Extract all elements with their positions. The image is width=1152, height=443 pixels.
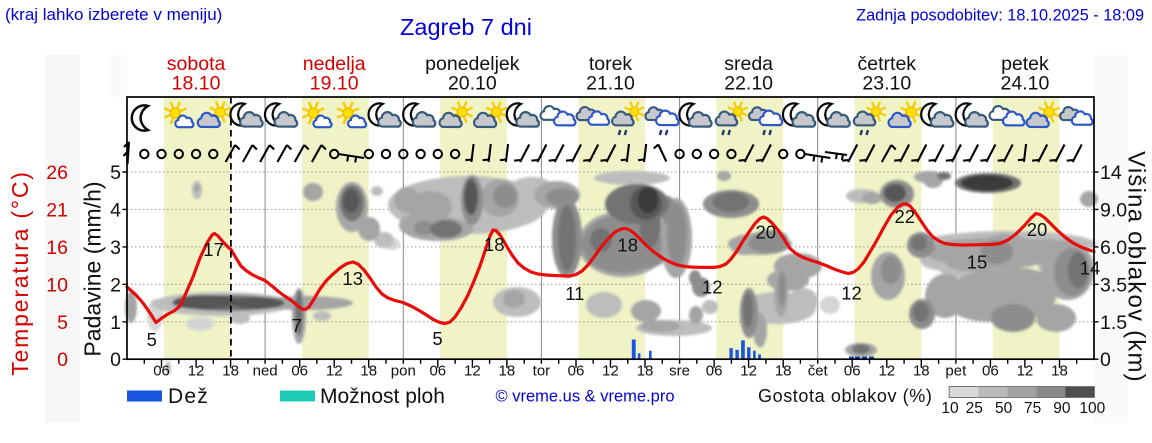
svg-text:20: 20	[1027, 219, 1048, 240]
svg-text:15: 15	[967, 252, 988, 273]
svg-text:petek: petek	[1001, 53, 1049, 75]
svg-text:12: 12	[188, 363, 205, 380]
svg-text:5: 5	[147, 329, 157, 350]
svg-text:sobota: sobota	[167, 53, 226, 75]
svg-text:18: 18	[222, 363, 239, 380]
svg-text:26: 26	[46, 162, 68, 184]
svg-text:12: 12	[841, 283, 862, 304]
svg-text:18: 18	[1051, 363, 1068, 380]
svg-text:19.10: 19.10	[310, 73, 359, 95]
svg-text:12: 12	[878, 363, 895, 380]
svg-text:Gostota oblakov (%): Gostota oblakov (%)	[758, 386, 932, 406]
svg-text:75: 75	[1024, 400, 1041, 417]
svg-text:21.10: 21.10	[586, 73, 635, 95]
svg-text:nedelja: nedelja	[303, 53, 366, 75]
svg-text:18: 18	[484, 234, 505, 255]
svg-text:pet: pet	[945, 363, 967, 380]
svg-text:3.5: 3.5	[1100, 274, 1127, 296]
svg-text:16: 16	[46, 237, 68, 259]
svg-text:(kraj lahko izberete v meniju): (kraj lahko izberete v meniju)	[5, 5, 222, 24]
svg-text:1.5: 1.5	[1100, 312, 1127, 334]
svg-text:3: 3	[110, 237, 121, 259]
svg-text:12: 12	[326, 363, 343, 380]
svg-text:14: 14	[1080, 258, 1101, 279]
svg-text:7: 7	[292, 315, 302, 336]
svg-text:čet: čet	[808, 363, 829, 380]
svg-text:2: 2	[110, 274, 121, 296]
svg-text:06: 06	[844, 363, 861, 380]
svg-text:četrtek: četrtek	[858, 53, 917, 75]
svg-text:5: 5	[110, 162, 121, 184]
svg-text:90: 90	[1053, 400, 1071, 417]
svg-text:sre: sre	[669, 363, 690, 380]
svg-text:10: 10	[941, 400, 959, 417]
svg-text:11: 11	[565, 283, 584, 304]
svg-text:0: 0	[110, 349, 121, 371]
svg-text:Višina oblakov (km): Višina oblakov (km)	[1123, 151, 1150, 383]
svg-text:06: 06	[153, 363, 170, 380]
svg-text:sreda: sreda	[724, 53, 773, 75]
svg-text:06: 06	[568, 363, 585, 380]
svg-text:© vreme.us & vreme.pro: © vreme.us & vreme.pro	[495, 388, 674, 406]
svg-text:18: 18	[637, 363, 654, 380]
svg-text:18: 18	[360, 363, 377, 380]
svg-text:Temperatura (°C): Temperatura (°C)	[7, 170, 33, 375]
svg-text:06: 06	[429, 363, 446, 380]
svg-text:13: 13	[342, 268, 363, 289]
svg-text:22.10: 22.10	[724, 73, 773, 95]
svg-text:Možnost ploh: Možnost ploh	[320, 385, 445, 408]
svg-text:20.10: 20.10	[448, 73, 497, 95]
svg-text:9.0: 9.0	[1100, 199, 1127, 221]
svg-text:06: 06	[291, 363, 308, 380]
svg-text:pon: pon	[391, 363, 416, 380]
svg-text:22: 22	[895, 206, 916, 227]
svg-text:20: 20	[756, 222, 777, 243]
svg-text:50: 50	[995, 400, 1013, 417]
svg-text:12: 12	[740, 363, 757, 380]
svg-text:06: 06	[982, 363, 999, 380]
svg-text:Zagreb 7 dni: Zagreb 7 dni	[400, 14, 532, 40]
svg-text:0: 0	[57, 349, 68, 371]
svg-text:17: 17	[203, 239, 224, 260]
svg-text:18: 18	[775, 363, 792, 380]
svg-text:tor: tor	[533, 363, 551, 380]
svg-text:12: 12	[464, 363, 481, 380]
svg-text:14: 14	[1100, 162, 1122, 184]
svg-text:Zadnja posodobitev: 18.10.2025: Zadnja posodobitev: 18.10.2025 - 18:09	[856, 7, 1144, 25]
svg-text:5: 5	[432, 328, 442, 349]
svg-text:6.0: 6.0	[1100, 237, 1127, 259]
svg-text:ned: ned	[253, 363, 278, 380]
svg-text:06: 06	[706, 363, 723, 380]
svg-text:18.10: 18.10	[172, 73, 221, 95]
svg-text:100: 100	[1079, 400, 1105, 417]
svg-text:21: 21	[46, 199, 68, 221]
svg-text:Padavine (mm/h): Padavine (mm/h)	[80, 181, 106, 356]
svg-text:4: 4	[110, 199, 121, 221]
svg-text:23.10: 23.10	[862, 73, 911, 95]
svg-text:18: 18	[499, 363, 516, 380]
svg-text:12: 12	[1017, 363, 1034, 380]
svg-text:12: 12	[602, 363, 619, 380]
svg-text:1: 1	[110, 312, 121, 334]
svg-text:18: 18	[617, 235, 638, 256]
svg-text:12: 12	[702, 277, 723, 298]
svg-text:25: 25	[966, 400, 983, 417]
svg-text:18: 18	[913, 363, 930, 380]
svg-text:24.10: 24.10	[1001, 73, 1050, 95]
svg-text:10: 10	[46, 274, 68, 296]
svg-text:5: 5	[57, 312, 68, 334]
svg-text:0: 0	[1100, 349, 1111, 371]
svg-text:torek: torek	[589, 53, 633, 75]
svg-text:Dež: Dež	[168, 385, 209, 408]
svg-text:ponedeljek: ponedeljek	[425, 53, 520, 75]
